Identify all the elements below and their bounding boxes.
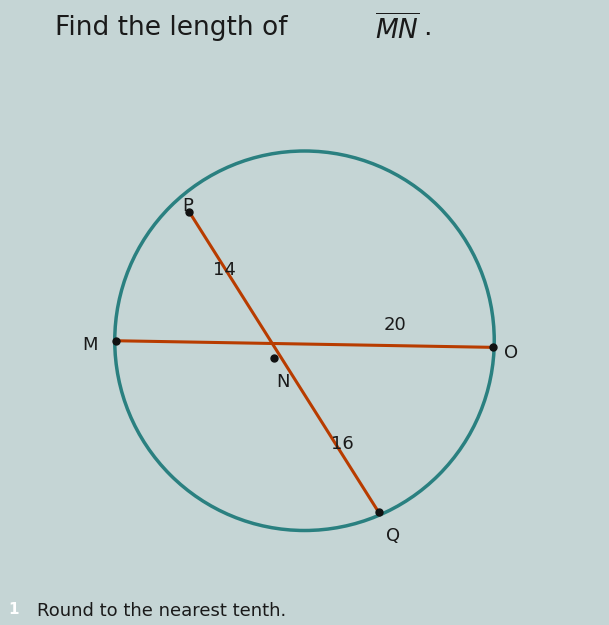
Text: O: O [504, 344, 518, 362]
Text: 16: 16 [331, 435, 353, 453]
Text: 1: 1 [9, 602, 19, 618]
Text: M: M [83, 336, 98, 354]
Text: Q: Q [386, 527, 400, 544]
Text: .: . [423, 15, 432, 41]
Text: 14: 14 [213, 261, 236, 279]
Text: 20: 20 [384, 316, 407, 334]
Text: Find the length of: Find the length of [55, 15, 296, 41]
Text: N: N [276, 372, 289, 391]
Text: P: P [183, 197, 193, 214]
Text: Round to the nearest tenth.: Round to the nearest tenth. [37, 602, 286, 620]
Text: $\mathit{\overline{MN}}$: $\mathit{\overline{MN}}$ [375, 14, 419, 45]
